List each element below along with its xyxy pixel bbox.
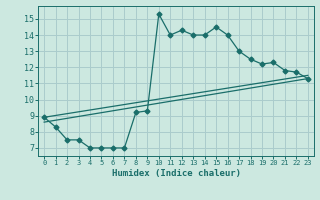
X-axis label: Humidex (Indice chaleur): Humidex (Indice chaleur) — [111, 169, 241, 178]
